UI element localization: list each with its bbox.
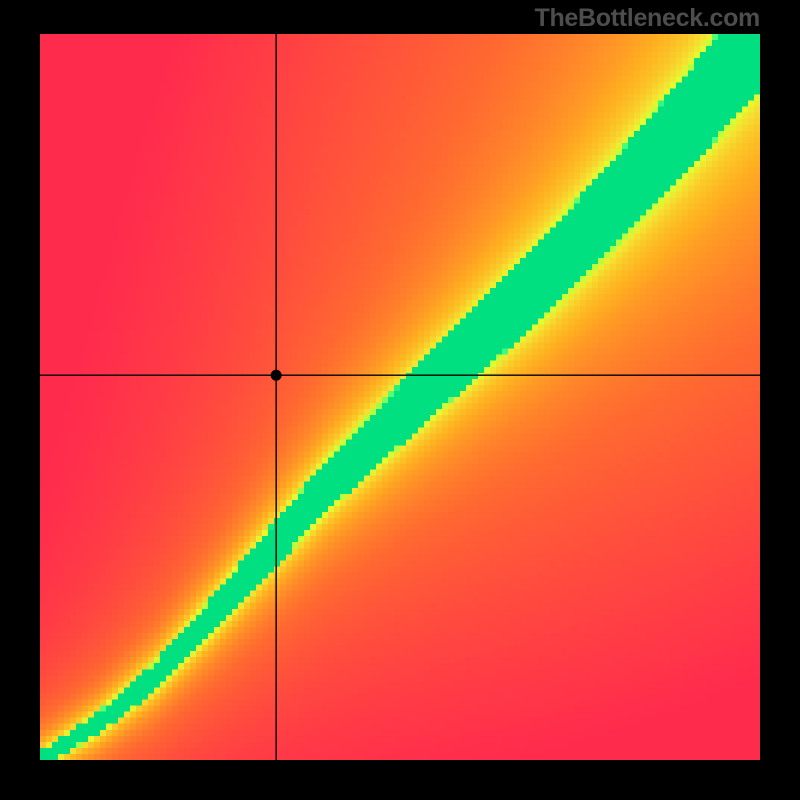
chart-container: TheBottleneck.com (0, 0, 800, 800)
bottleneck-heatmap (40, 34, 760, 760)
watermark-text: TheBottleneck.com (534, 4, 760, 33)
